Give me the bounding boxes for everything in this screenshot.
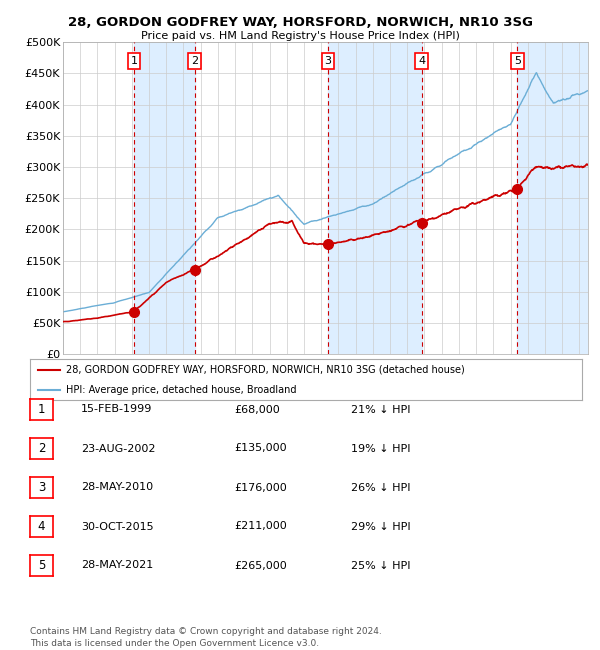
Text: 30-OCT-2015: 30-OCT-2015 <box>81 521 154 532</box>
Text: Price paid vs. HM Land Registry's House Price Index (HPI): Price paid vs. HM Land Registry's House … <box>140 31 460 41</box>
Text: £265,000: £265,000 <box>234 560 287 571</box>
Text: £68,000: £68,000 <box>234 404 280 415</box>
Bar <box>134 42 194 354</box>
Text: 1: 1 <box>130 56 137 66</box>
Text: 19% ↓ HPI: 19% ↓ HPI <box>351 443 410 454</box>
Text: 25% ↓ HPI: 25% ↓ HPI <box>351 560 410 571</box>
Text: 28, GORDON GODFREY WAY, HORSFORD, NORWICH, NR10 3SG (detached house): 28, GORDON GODFREY WAY, HORSFORD, NORWIC… <box>66 365 464 374</box>
Text: 15-FEB-1999: 15-FEB-1999 <box>81 404 152 415</box>
Text: £135,000: £135,000 <box>234 443 287 454</box>
Text: 26% ↓ HPI: 26% ↓ HPI <box>351 482 410 493</box>
Text: 5: 5 <box>514 56 521 66</box>
Text: 29% ↓ HPI: 29% ↓ HPI <box>351 521 410 532</box>
Text: 23-AUG-2002: 23-AUG-2002 <box>81 443 155 454</box>
Text: 2: 2 <box>191 56 198 66</box>
Bar <box>328 42 422 354</box>
Text: 2: 2 <box>38 442 45 455</box>
Text: 4: 4 <box>38 520 45 533</box>
Text: Contains HM Land Registry data © Crown copyright and database right 2024.: Contains HM Land Registry data © Crown c… <box>30 627 382 636</box>
Text: 28-MAY-2010: 28-MAY-2010 <box>81 482 153 493</box>
Text: This data is licensed under the Open Government Licence v3.0.: This data is licensed under the Open Gov… <box>30 639 319 648</box>
Text: 3: 3 <box>38 481 45 494</box>
Text: 3: 3 <box>325 56 332 66</box>
Bar <box>517 42 588 354</box>
Text: 28, GORDON GODFREY WAY, HORSFORD, NORWICH, NR10 3SG: 28, GORDON GODFREY WAY, HORSFORD, NORWIC… <box>67 16 533 29</box>
Text: 5: 5 <box>38 559 45 572</box>
Text: 28-MAY-2021: 28-MAY-2021 <box>81 560 153 571</box>
Text: HPI: Average price, detached house, Broadland: HPI: Average price, detached house, Broa… <box>66 385 296 395</box>
Text: 1: 1 <box>38 403 45 416</box>
Text: £176,000: £176,000 <box>234 482 287 493</box>
Text: 4: 4 <box>418 56 425 66</box>
Text: 21% ↓ HPI: 21% ↓ HPI <box>351 404 410 415</box>
Text: £211,000: £211,000 <box>234 521 287 532</box>
